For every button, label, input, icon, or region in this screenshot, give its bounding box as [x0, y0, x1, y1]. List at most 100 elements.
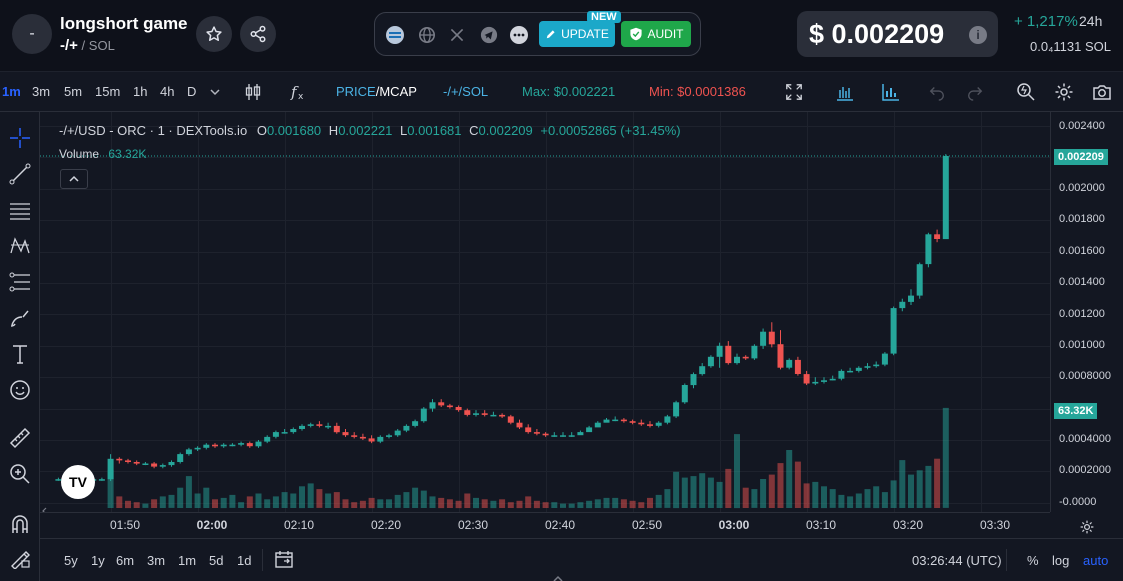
pair-toggle[interactable]: -/+/SOL — [443, 84, 489, 99]
candle[interactable] — [812, 377, 819, 386]
update-button[interactable]: UPDATE — [539, 21, 615, 47]
candle[interactable] — [55, 477, 62, 481]
project-logo-icon[interactable] — [385, 25, 405, 45]
candle[interactable] — [603, 418, 610, 423]
candle[interactable] — [899, 298, 906, 312]
candle[interactable] — [690, 372, 697, 389]
candle[interactable] — [638, 419, 645, 426]
candle[interactable] — [238, 441, 245, 447]
candle[interactable] — [490, 411, 497, 417]
candle[interactable] — [159, 463, 166, 469]
candle[interactable] — [533, 429, 540, 436]
candle[interactable] — [255, 440, 262, 448]
range-1y[interactable]: 1y — [91, 553, 105, 568]
price-mcap-toggle[interactable]: PRICE/MCAP — [336, 84, 417, 99]
candle[interactable] — [116, 457, 123, 464]
candle[interactable] — [394, 429, 401, 437]
ruler-icon[interactable] — [8, 426, 32, 450]
candle[interactable] — [751, 344, 758, 360]
brush-icon[interactable] — [8, 306, 32, 330]
candle[interactable] — [386, 433, 392, 439]
candle[interactable] — [359, 433, 366, 440]
candle[interactable] — [916, 262, 923, 299]
candle[interactable] — [551, 432, 558, 437]
range-5y[interactable]: 5y — [64, 553, 78, 568]
candle[interactable] — [168, 460, 175, 467]
candlestick-chart[interactable] — [40, 112, 1069, 515]
telegram-icon[interactable] — [479, 25, 499, 45]
candle[interactable] — [481, 410, 488, 417]
candle[interactable] — [760, 328, 767, 349]
fib-retracement-icon[interactable] — [8, 270, 32, 294]
candle[interactable] — [908, 289, 914, 305]
range-3m[interactable]: 3m — [147, 553, 166, 568]
candle[interactable] — [620, 418, 627, 423]
timeframe-3m[interactable]: 3m — [32, 84, 51, 99]
timeframe-5m[interactable]: 5m — [64, 84, 83, 99]
candle[interactable] — [725, 341, 732, 365]
candle-type-icon[interactable] — [242, 81, 264, 103]
candle[interactable] — [507, 414, 514, 425]
candle[interactable] — [281, 429, 288, 434]
candle[interactable] — [864, 363, 871, 370]
percent-scale-toggle[interactable]: % — [1027, 553, 1039, 568]
candle[interactable] — [838, 369, 845, 381]
candle[interactable] — [803, 370, 810, 386]
candle[interactable] — [133, 460, 140, 466]
quick-search-icon[interactable] — [1015, 81, 1037, 103]
pattern-icon[interactable] — [8, 234, 32, 258]
candle[interactable] — [151, 461, 158, 469]
candle[interactable] — [142, 461, 149, 466]
auto-scale-toggle[interactable]: auto — [1083, 553, 1109, 568]
redo-icon[interactable] — [964, 81, 986, 103]
candle[interactable] — [629, 419, 636, 425]
candle[interactable] — [855, 366, 862, 373]
candle[interactable] — [272, 430, 279, 439]
candle[interactable] — [98, 477, 105, 481]
timeframe-1h[interactable]: 1h — [133, 84, 148, 99]
candle[interactable] — [412, 419, 419, 428]
x-twitter-icon[interactable] — [447, 25, 467, 45]
candle[interactable] — [516, 419, 523, 430]
candle[interactable] — [229, 443, 236, 447]
undo-icon[interactable] — [926, 81, 948, 103]
chevron-up-icon[interactable] — [552, 570, 564, 581]
range-6m[interactable]: 6m — [116, 553, 135, 568]
date-range-icon[interactable] — [274, 549, 294, 572]
candle[interactable] — [455, 405, 462, 412]
candle[interactable] — [612, 416, 619, 422]
candle[interactable] — [664, 414, 671, 425]
candle[interactable] — [829, 375, 836, 381]
candle[interactable] — [699, 363, 706, 376]
candle[interactable] — [881, 352, 888, 367]
timeframe-15m[interactable]: 15m — [95, 84, 121, 99]
chevron-down-icon[interactable] — [204, 81, 226, 103]
candle[interactable] — [890, 306, 897, 356]
trend-line-icon[interactable] — [8, 162, 32, 186]
candle[interactable] — [220, 443, 227, 448]
candle[interactable] — [934, 229, 941, 243]
candle[interactable] — [673, 400, 680, 419]
candle[interactable] — [560, 432, 566, 437]
candle[interactable] — [586, 425, 593, 433]
timeframe-4h[interactable]: 4h — [160, 84, 175, 99]
candle[interactable] — [707, 355, 714, 368]
log-scale-toggle[interactable]: log — [1052, 553, 1070, 568]
candle[interactable] — [594, 421, 601, 428]
candle[interactable] — [847, 367, 854, 373]
candle[interactable] — [873, 361, 880, 368]
timeframe-d[interactable]: D — [187, 84, 197, 99]
candle[interactable] — [655, 421, 662, 428]
price-axis[interactable]: 0.002400 0.002000 0.001800 0.001600 0.00… — [1050, 112, 1123, 512]
candle[interactable] — [316, 421, 323, 428]
candle[interactable] — [299, 424, 305, 431]
candle[interactable] — [177, 452, 184, 464]
horizontal-lines-icon[interactable] — [8, 198, 32, 222]
candle[interactable] — [194, 446, 201, 451]
more-icon[interactable] — [509, 25, 529, 45]
magnet-icon[interactable] — [8, 512, 32, 536]
candle[interactable] — [647, 421, 653, 428]
timeframe-1m[interactable]: 1m — [2, 84, 21, 99]
candle[interactable] — [368, 435, 375, 444]
